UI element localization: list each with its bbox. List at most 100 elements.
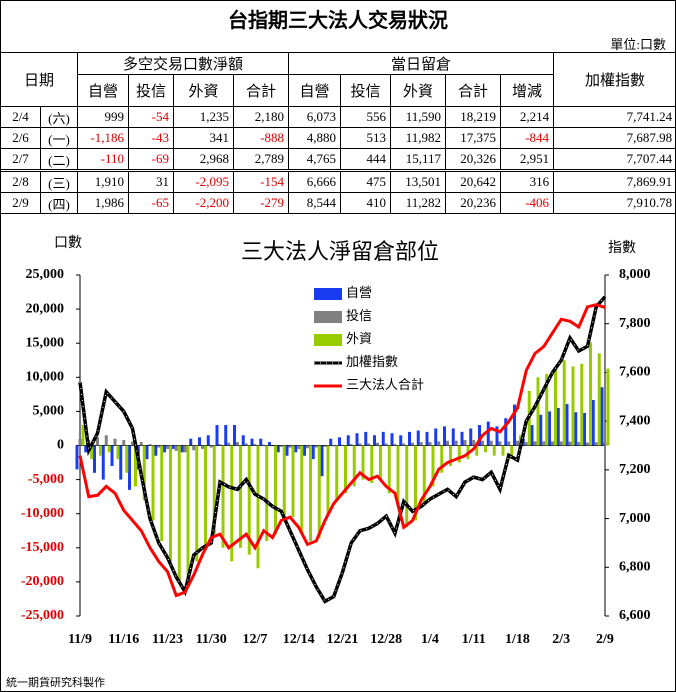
table-cell: 341 xyxy=(173,127,235,149)
bar xyxy=(390,433,394,446)
bar xyxy=(239,445,242,548)
x-tick-label: 11/30 xyxy=(196,632,227,647)
footer: 統一期貨研究科製作 xyxy=(6,677,105,689)
bar xyxy=(565,404,569,446)
legend-label: 三大法人合計 xyxy=(346,377,424,392)
bar xyxy=(460,431,464,446)
bar xyxy=(492,445,496,456)
bar xyxy=(530,425,534,446)
bar xyxy=(454,440,458,446)
table-cell: 2,951 xyxy=(500,148,555,171)
bar xyxy=(428,442,432,446)
bar xyxy=(367,443,371,446)
bar xyxy=(75,445,79,470)
bar xyxy=(291,445,295,518)
bar xyxy=(122,440,126,446)
table-cell: 15,117 xyxy=(390,148,447,171)
line xyxy=(79,296,606,603)
table-cell: -43 xyxy=(128,127,175,149)
bar xyxy=(212,445,216,535)
table-cell: -2,095 xyxy=(173,170,235,193)
bar xyxy=(379,445,382,480)
bar xyxy=(533,441,537,446)
table-cell: -279 xyxy=(233,192,290,214)
bar xyxy=(358,443,362,446)
y-tick-label: 5,000 xyxy=(33,404,65,419)
bar xyxy=(303,445,306,456)
y-tick-label: -10,000 xyxy=(21,506,64,521)
bar xyxy=(169,445,172,562)
bar xyxy=(218,444,222,446)
line xyxy=(78,303,606,598)
table-cell: 20,326 xyxy=(445,148,502,171)
bar xyxy=(157,445,161,448)
bar xyxy=(221,445,225,548)
bar xyxy=(583,413,586,446)
bar xyxy=(81,425,85,446)
table-cell: 11,590 xyxy=(390,106,447,128)
column-header: 投信 xyxy=(128,74,175,107)
bar xyxy=(402,443,406,446)
bar xyxy=(600,387,604,446)
bar xyxy=(591,400,595,446)
y-tick-label: 15,000 xyxy=(26,335,65,350)
table-cell: (四) xyxy=(39,192,79,214)
bar xyxy=(215,425,219,446)
bar xyxy=(443,426,446,446)
legend-swatch xyxy=(314,288,342,300)
bar xyxy=(481,440,484,446)
bar xyxy=(101,445,105,480)
bar xyxy=(145,445,149,460)
bar xyxy=(425,431,429,446)
bar xyxy=(399,435,403,446)
bar xyxy=(542,441,546,446)
bar xyxy=(568,441,572,446)
bar xyxy=(495,426,499,446)
bar xyxy=(282,445,286,521)
bar xyxy=(574,412,578,446)
bar xyxy=(107,445,111,453)
legend-swatch xyxy=(314,311,342,323)
bar xyxy=(204,445,207,548)
bar xyxy=(507,441,511,446)
data-table: 日期 多空交易口數淨額 當日留倉 加權指數 自營 投信 外資 合計 自營 投信 外資 合計 增減 2/4(… xyxy=(0,52,676,214)
bar xyxy=(589,342,592,446)
x-tick-label: 12/7 xyxy=(243,632,268,647)
bar xyxy=(577,442,581,446)
bar xyxy=(317,445,321,538)
bar xyxy=(408,431,411,446)
table-row: 2/4 (六) 999 -54 1,235 2,180 6,073 556 11,590 18,2… xyxy=(0,106,676,128)
y-tick-label: -25,000 xyxy=(21,608,64,623)
column-header: 增減 xyxy=(500,74,555,107)
bar xyxy=(186,445,190,576)
bar xyxy=(99,445,102,456)
bar xyxy=(163,445,166,453)
bar xyxy=(96,437,99,446)
y2-tick-label: 7,800 xyxy=(619,316,651,331)
bar xyxy=(195,445,199,562)
bar xyxy=(524,442,528,446)
table-cell: (六) xyxy=(39,106,79,128)
legend-swatch xyxy=(314,334,342,346)
bar xyxy=(230,445,234,562)
bar xyxy=(536,377,540,446)
bar xyxy=(478,425,481,446)
bar xyxy=(484,445,487,453)
column-header: 外資 xyxy=(390,74,447,107)
table-cell: 20,236 xyxy=(445,192,502,214)
bar xyxy=(405,445,409,528)
bar xyxy=(437,441,441,446)
table-row: 2/9 (四) 1,986 -65 -2,200 -279 8,544 410 11,282 20… xyxy=(0,192,676,214)
bar xyxy=(276,445,280,453)
bar xyxy=(209,445,213,448)
bar xyxy=(346,435,350,446)
bar xyxy=(545,373,549,446)
y-tick-label: -15,000 xyxy=(21,540,64,555)
table-cell: 2/8 xyxy=(0,170,41,193)
bar xyxy=(341,444,344,446)
bar xyxy=(376,442,379,446)
bar xyxy=(603,442,607,446)
bar xyxy=(504,418,508,446)
